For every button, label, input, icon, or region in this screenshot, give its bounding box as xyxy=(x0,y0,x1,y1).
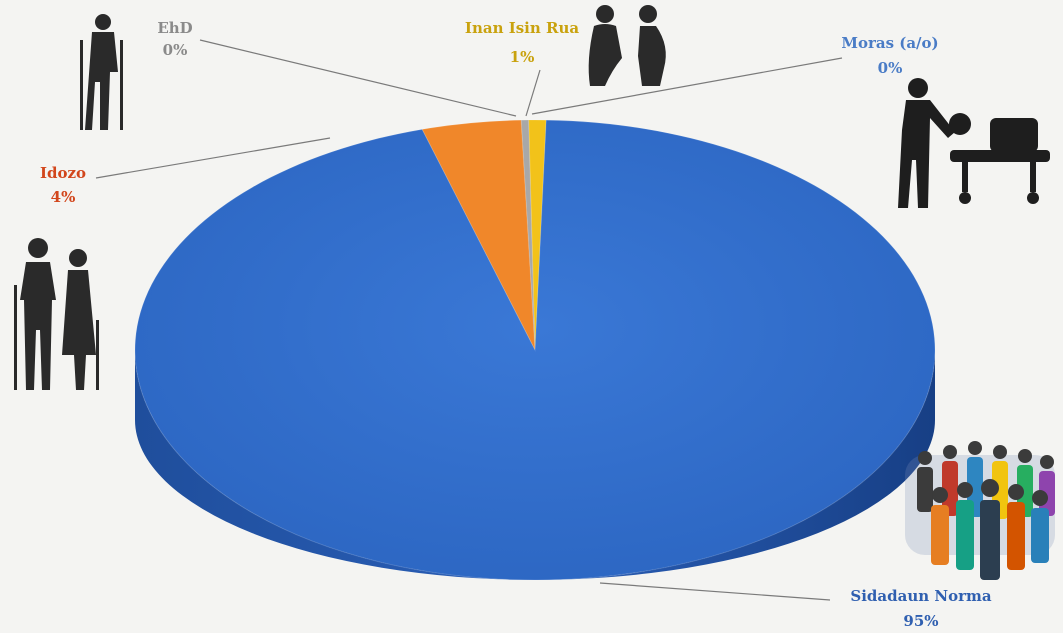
value-ehd: 0% xyxy=(163,41,188,59)
value-inan-isin-rua: 1% xyxy=(510,48,535,66)
label-idozo: Idozo xyxy=(40,164,86,182)
leader-line-sidadaun xyxy=(599,582,831,601)
label-ehd: EhD xyxy=(157,19,192,37)
elderly-couple-icon xyxy=(14,238,99,390)
value-sidadaun-norma: 95% xyxy=(903,612,938,630)
crowd-people-icon xyxy=(905,441,1055,580)
elderly-crutches-icon xyxy=(80,14,123,130)
label-moras: Moras (a/o) xyxy=(841,34,938,52)
leader-line-inan xyxy=(525,69,541,117)
label-inan-isin-rua: Inan Isin Rua xyxy=(465,19,579,37)
pregnant-woman-icon xyxy=(588,5,666,86)
pie-slice-inan-isin-rua xyxy=(528,119,547,351)
leader-line-moras xyxy=(531,57,843,115)
value-moras: 0% xyxy=(878,59,903,77)
leader-line-ehd xyxy=(199,39,517,117)
label-sidadaun-norma: Sidadaun Norma xyxy=(850,587,991,605)
value-idozo: 4% xyxy=(51,188,76,206)
stretcher-patient-icon xyxy=(898,78,1050,208)
leader-line-idozo xyxy=(95,137,331,179)
pie-slice-ehd xyxy=(520,119,536,351)
pie-slice-idozo xyxy=(421,119,536,351)
pie-slice-sidadaun-norma xyxy=(134,119,936,581)
